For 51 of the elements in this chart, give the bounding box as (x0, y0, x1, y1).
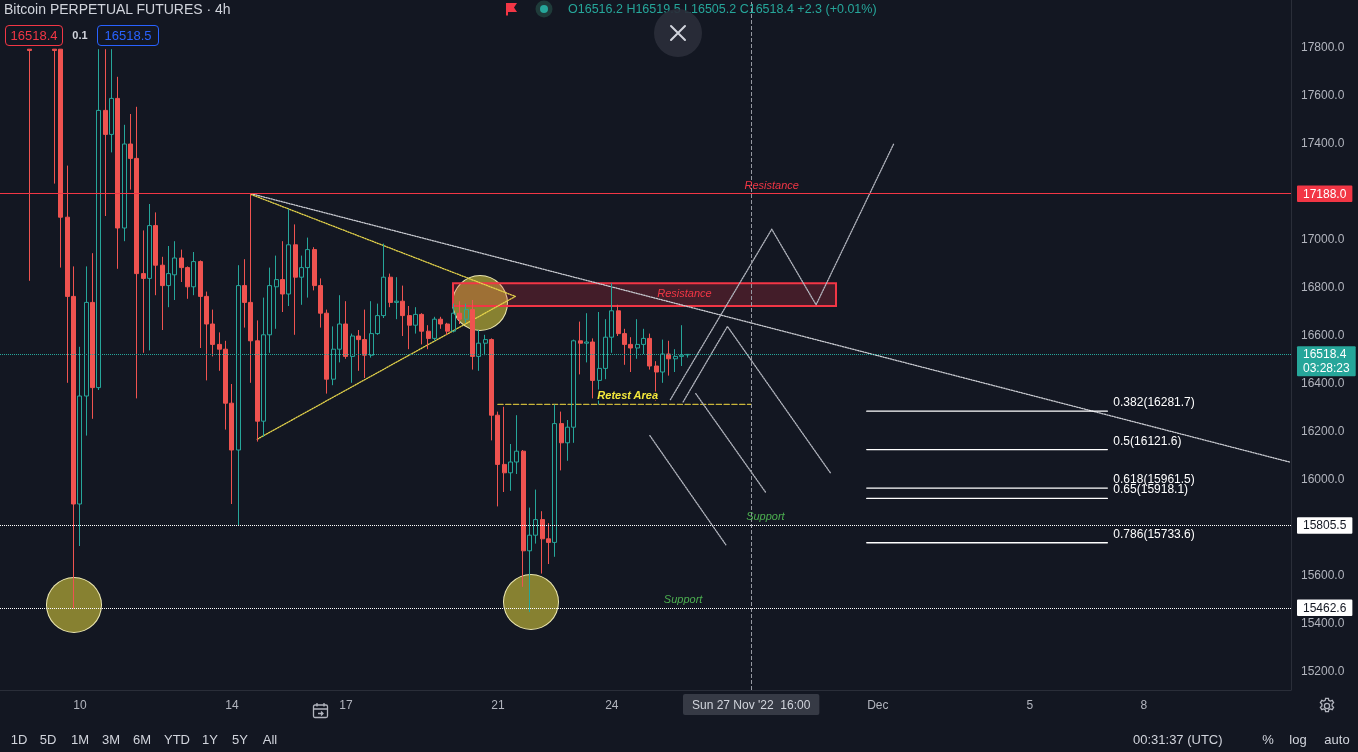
series-label: 0.382(16281.7) (1113, 395, 1195, 410)
ref-line-label: 16518.4 03:28:23 (1303, 347, 1351, 375)
series-label: 0.5(16121.6) (1113, 433, 1182, 448)
text: 5Y (232, 732, 248, 748)
text: 1M (70, 732, 90, 748)
text: 00:31:37 (UTC) (1133, 732, 1223, 748)
annotation: 0.1 (72, 28, 88, 43)
x-tick-label: 10 (73, 698, 87, 712)
x-tick-label: 17 (339, 698, 353, 712)
chart-title: Bitcoin PERPETUAL FUTURES · 4h (4, 1, 231, 18)
y-tick-label: 16200.0 (1301, 423, 1345, 438)
text: 1D (10, 732, 28, 748)
text: 1Y (202, 732, 218, 748)
x-tick-label: Dec (867, 698, 889, 712)
y-tick-label: 17800.0 (1301, 39, 1345, 54)
x-tick-label: 21 (491, 698, 505, 712)
annotation: 16518.5 (97, 25, 159, 46)
text: 6M (132, 732, 152, 748)
ref-line-label: 17188.0 (1303, 186, 1347, 201)
x-tick-label: 8 (1140, 698, 1148, 712)
y-tick-label: 15400.0 (1301, 615, 1345, 630)
annotation: Support (663, 592, 704, 605)
y-tick-label: 15600.0 (1301, 567, 1345, 582)
series-label: 0.786(15733.6) (1113, 526, 1195, 541)
ref-line-label: 15805.5 (1303, 518, 1347, 533)
band-label: Resistance (657, 286, 712, 299)
text: % (1262, 732, 1274, 748)
y-tick-label: 17400.0 (1301, 135, 1345, 150)
text: auto (1324, 732, 1350, 748)
text: log (1289, 732, 1307, 748)
ref-line-label: Sun 27 Nov '22 16:00 (691, 698, 811, 712)
annotation: Resistance (744, 178, 799, 191)
y-tick-label: 15200.0 (1301, 663, 1345, 678)
x-tick-label: 5 (1026, 698, 1034, 712)
text: 3M (101, 732, 121, 748)
y-tick-label: 17000.0 (1301, 231, 1345, 246)
annotation: O16516.2 H16519.5 L16505.2 C16518.4 +2.3 (+0.01%) (568, 1, 877, 17)
x-tick-label: 14 (225, 698, 239, 712)
text: All (262, 732, 278, 748)
x-tick-label: 24 (605, 698, 619, 712)
y-tick-label: 16000.0 (1301, 471, 1345, 486)
series-label: 0.618(15961.5) (1113, 472, 1195, 487)
annotation: 16518.4 (5, 25, 63, 46)
y-tick-label: 17600.0 (1301, 87, 1345, 102)
text: YTD (164, 732, 190, 748)
ref-line-label: 15462.6 (1303, 600, 1347, 615)
y-tick-label: 16600.0 (1301, 327, 1345, 342)
text: 5D (39, 732, 57, 748)
annotation: Support (746, 510, 786, 523)
y-tick-label: 16800.0 (1301, 279, 1345, 294)
y-tick-label: 16400.0 (1301, 375, 1345, 390)
